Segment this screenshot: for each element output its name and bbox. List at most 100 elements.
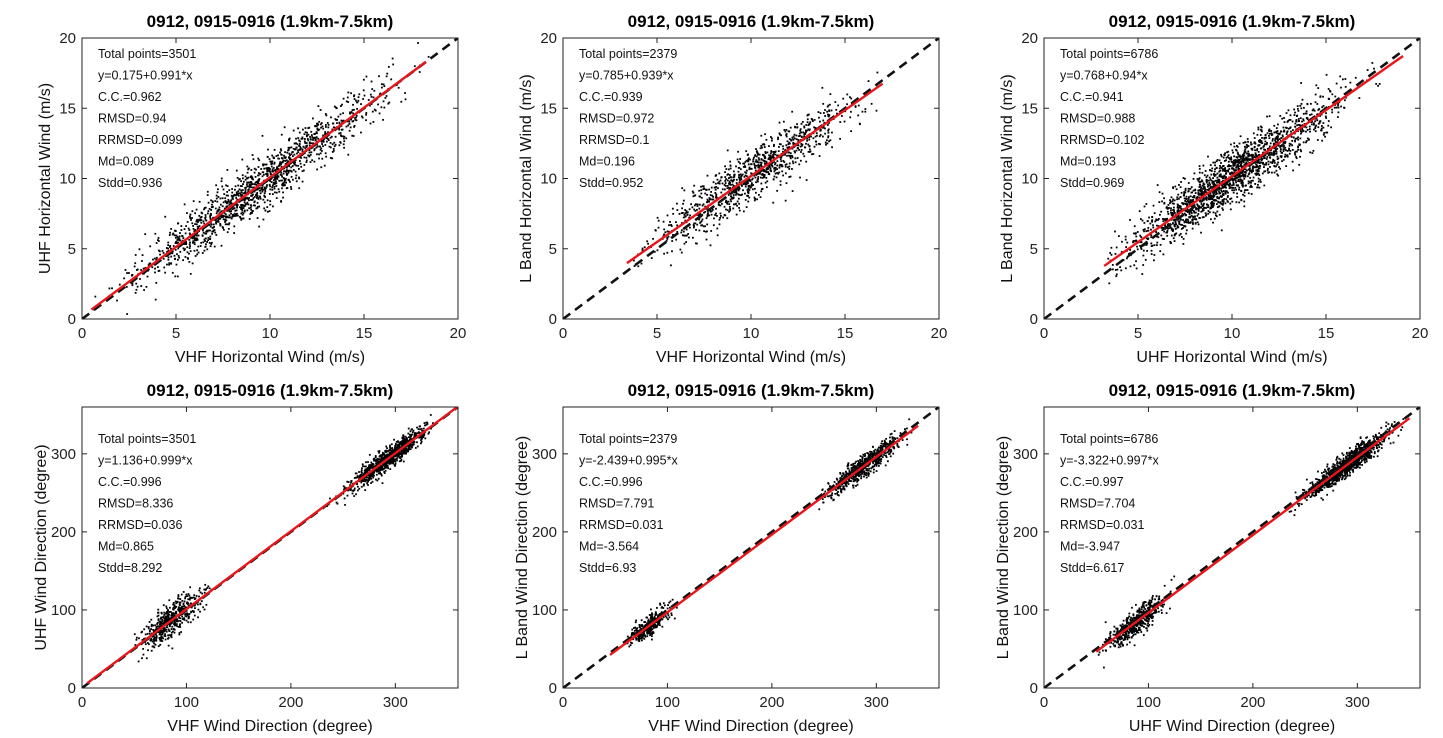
x-tick-label: 5 [172,325,180,342]
data-point [1114,253,1117,255]
data-point [791,110,794,113]
data-point [264,163,267,166]
data-point [1140,241,1143,244]
data-point [310,134,313,136]
data-point [221,197,224,200]
data-point [315,122,318,125]
data-point [1237,161,1240,163]
data-point [202,231,205,234]
data-point [1220,176,1223,178]
data-point [163,622,166,625]
data-point [1177,215,1179,218]
data-point [1268,132,1271,135]
data-point [728,180,731,183]
data-point [302,169,305,172]
data-point [342,119,345,122]
data-point [1268,152,1271,155]
data-point [1170,212,1173,215]
data-point [174,621,176,624]
data-point [1240,179,1243,182]
data-point [1235,165,1238,168]
data-point [168,246,171,248]
data-point [203,249,206,252]
data-point [810,135,812,138]
data-point [277,188,280,191]
data-point [732,203,735,206]
data-point [282,182,285,185]
data-point [1223,160,1226,162]
data-point [846,103,848,106]
data-point [1182,213,1185,216]
data-point [710,230,713,232]
data-point [700,192,703,195]
data-point [178,632,181,634]
data-point [140,285,143,287]
data-point [284,160,287,162]
data-point [220,210,223,213]
data-point [672,212,675,215]
data-point [816,134,818,137]
data-point [730,195,732,198]
data-point [191,262,194,265]
data-point [293,162,295,164]
data-point [1218,213,1221,216]
data-point [176,242,178,244]
data-point [262,173,265,176]
data-point [738,174,741,177]
data-point [189,217,192,219]
data-point [165,607,168,610]
data-point [250,208,253,211]
data-point [835,108,838,111]
data-point [1232,183,1235,186]
data-point [297,137,300,139]
data-point [1288,147,1290,150]
data-point [317,105,320,108]
data-point [368,453,371,456]
data-point [159,617,162,620]
data-point [1201,184,1204,187]
data-point [310,151,313,154]
data-point [743,162,746,165]
data-point [818,155,821,157]
data-point [197,234,200,237]
data-point [1163,238,1165,240]
data-point [206,241,208,243]
data-point [1179,196,1182,198]
data-point [671,207,674,210]
data-point [1250,193,1253,195]
data-point [331,151,334,153]
data-point [1185,232,1188,235]
data-point [1281,160,1283,163]
data-point [274,178,277,181]
data-point [1258,140,1261,143]
data-point [270,160,273,163]
data-point [257,172,260,174]
data-point [233,194,236,196]
data-point [1323,132,1326,134]
data-point [1263,157,1266,160]
data-point [1227,154,1230,157]
data-point [1373,67,1375,70]
data-point [716,197,719,200]
data-point [1179,218,1182,220]
data-point [1189,200,1191,202]
data-point [1168,207,1170,209]
data-point [1125,257,1128,260]
data-point [1155,218,1158,221]
data-point [150,618,153,621]
data-point [1187,220,1190,223]
data-point [1153,254,1156,256]
data-point [1191,196,1194,199]
data-point [249,206,252,209]
data-point [1150,253,1153,256]
data-point [779,183,782,186]
data-point [1245,184,1247,187]
data-point [237,214,239,217]
data-point [675,238,678,241]
data-point [695,242,698,245]
data-point [371,110,374,113]
data-point [1315,117,1318,120]
data-point [1223,198,1226,200]
data-point [1241,166,1243,169]
data-point [1232,151,1234,154]
